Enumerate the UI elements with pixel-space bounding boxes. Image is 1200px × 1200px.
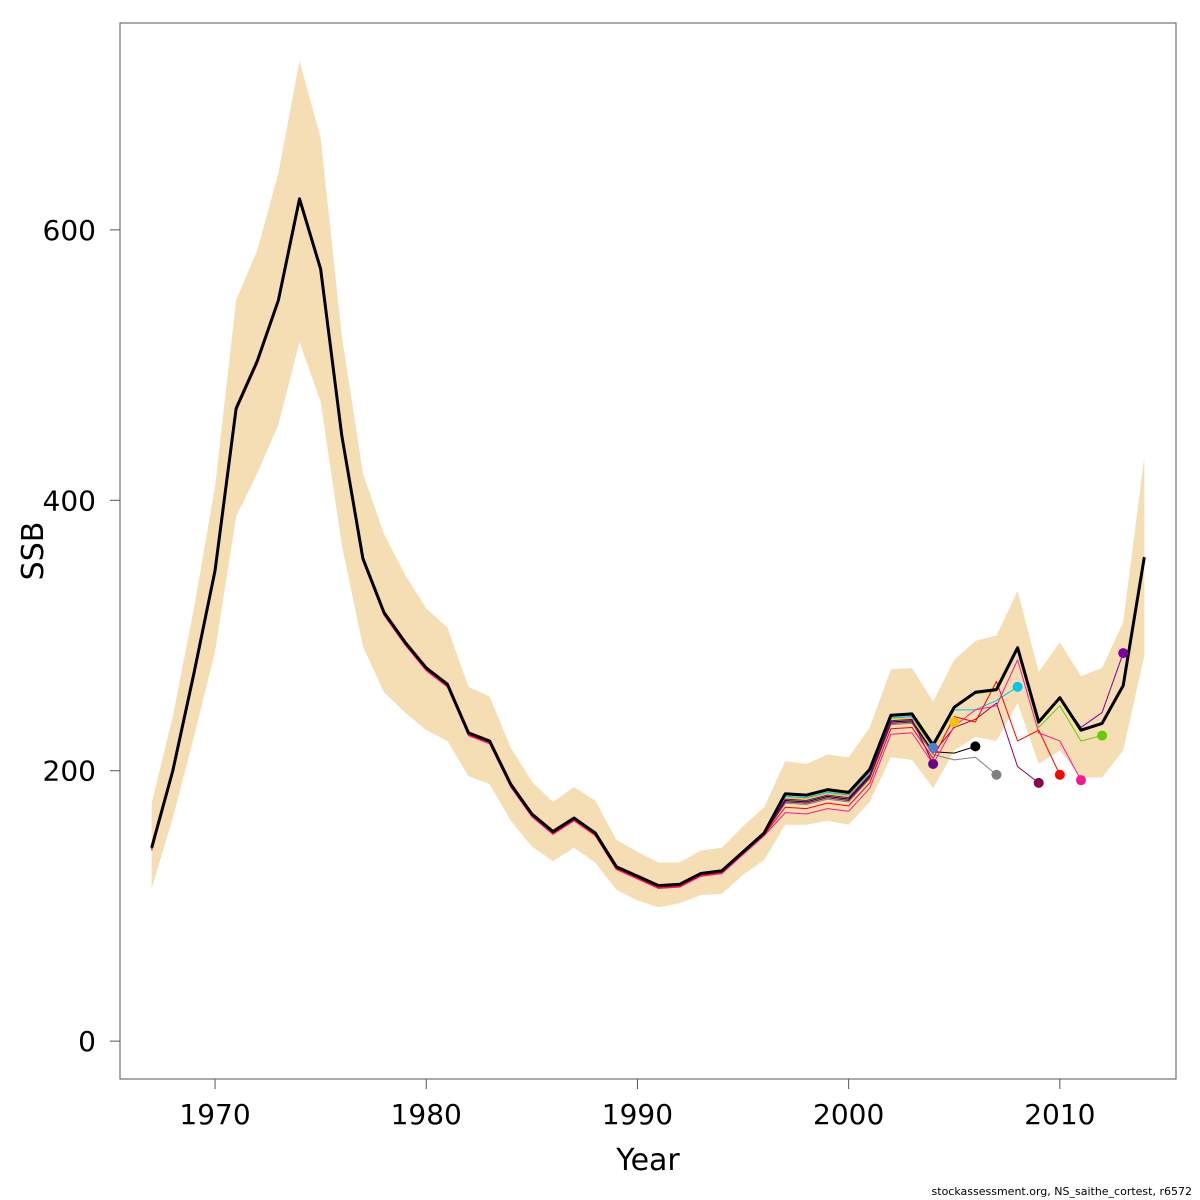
footer-credit: stockassessment.org, NS_saithe_cortest, … [931, 1185, 1192, 1198]
y-axis: 0 200 400 600 [43, 214, 120, 1058]
y-tick-label-0: 0 [78, 1025, 96, 1058]
peel-endpoint-4 [928, 742, 939, 753]
x-tick-label-0: 1970 [179, 1098, 250, 1131]
x-axis-title: Year [615, 1143, 680, 1178]
x-tick-label-4: 2010 [1024, 1098, 1095, 1131]
confidence-band [151, 60, 1145, 908]
x-axis: 1970 1980 1990 2000 2010 [179, 1079, 1095, 1131]
main-series-layer [150, 197, 1146, 888]
peel-endpoints-layer [928, 648, 1129, 788]
y-tick-label-2: 400 [43, 484, 96, 517]
peel-endpoint-0 [991, 769, 1002, 780]
x-tick-label-1: 1980 [391, 1098, 462, 1131]
peel-endpoint-6 [1033, 777, 1044, 788]
peel-endpoint-5 [1012, 681, 1023, 692]
peel-endpoint-10 [1118, 648, 1129, 659]
peel-endpoint-8 [1075, 775, 1086, 786]
plot-frame [119, 22, 1177, 1080]
x-tick-label-2: 1990 [602, 1098, 673, 1131]
peel-endpoint-1 [970, 741, 981, 752]
peel-endpoint-2 [949, 717, 960, 728]
y-tick-label-3: 600 [43, 214, 96, 247]
peel-endpoint-3 [928, 758, 939, 769]
x-tick-label-3: 2000 [813, 1098, 884, 1131]
peel-endpoint-9 [1097, 730, 1108, 741]
peel-endpoint-7 [1054, 769, 1065, 780]
confidence-band-layer [151, 60, 1145, 908]
main-series-line [150, 197, 1146, 888]
y-axis-title: SSB [16, 522, 51, 581]
y-tick-label-1: 200 [43, 755, 96, 788]
